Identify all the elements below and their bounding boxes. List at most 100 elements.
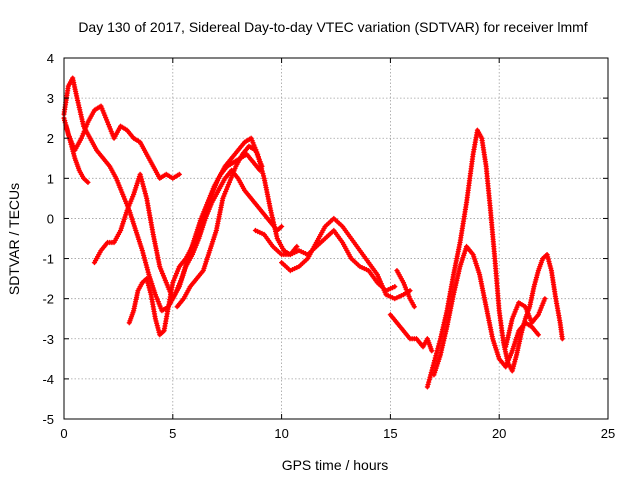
data-point-marker — [434, 348, 440, 354]
y-tick-label: -3 — [42, 332, 54, 347]
y-tick-label: 4 — [47, 51, 54, 66]
data-point-marker — [159, 268, 165, 274]
data-point-marker — [435, 345, 441, 352]
data-point-marker — [273, 231, 279, 237]
data-point-marker — [272, 226, 278, 232]
data-point-marker — [121, 194, 127, 200]
data-point-marker — [70, 148, 76, 155]
data-point-marker — [542, 296, 548, 302]
data-point-marker — [142, 190, 148, 197]
data-point-marker — [508, 323, 514, 329]
data-point-marker — [104, 119, 111, 125]
data-point-marker — [510, 363, 517, 369]
data-point-marker — [141, 186, 147, 192]
data-point-marker — [439, 345, 445, 351]
data-point-marker — [84, 121, 90, 128]
data-point-marker — [145, 280, 151, 286]
data-point-marker — [511, 361, 517, 367]
series-satellite-track-j — [394, 267, 417, 310]
data-point-marker — [160, 273, 167, 279]
data-point-marker — [532, 281, 538, 287]
x-tick-label: 25 — [601, 426, 615, 441]
data-point-marker — [270, 219, 277, 225]
data-point-marker — [546, 261, 553, 267]
data-point-marker — [154, 296, 160, 302]
data-point-marker — [535, 332, 541, 338]
data-point-marker — [142, 257, 148, 263]
data-point-marker — [536, 309, 542, 316]
data-point-marker — [402, 284, 408, 290]
data-point-marker — [67, 137, 73, 143]
data-point-marker — [143, 193, 149, 199]
data-point-marker — [147, 289, 154, 295]
data-point-marker — [170, 280, 176, 286]
data-point-marker — [78, 135, 85, 141]
data-point-marker — [79, 118, 86, 125]
data-point-marker — [279, 223, 285, 230]
data-point-marker — [146, 285, 152, 291]
data-point-marker — [525, 310, 531, 317]
data-point-marker — [124, 207, 130, 214]
data-point-marker — [66, 132, 72, 138]
data-point-marker — [401, 282, 407, 288]
series-satellite-track-m — [503, 296, 548, 350]
data-point-marker — [78, 114, 85, 120]
data-point-marker — [125, 205, 131, 211]
data-point-marker — [438, 349, 444, 356]
data-point-marker — [103, 117, 110, 123]
data-point-marker — [222, 191, 228, 197]
data-point-marker — [147, 287, 153, 293]
data-point-marker — [172, 273, 179, 279]
data-point-marker — [227, 177, 233, 183]
data-point-marker — [406, 293, 412, 299]
data-point-marker — [431, 357, 438, 364]
data-point-marker — [507, 325, 513, 331]
data-point-marker — [257, 159, 263, 165]
data-point-marker — [392, 284, 398, 290]
data-point-marker — [506, 327, 513, 334]
data-point-marker — [533, 274, 540, 281]
data-point-marker — [174, 268, 181, 274]
y-tick-label: 2 — [47, 131, 54, 146]
data-point-marker — [440, 342, 446, 349]
data-point-marker — [442, 333, 448, 339]
data-point-marker — [161, 275, 168, 281]
data-point-marker — [269, 214, 275, 221]
x-tick-label: 10 — [274, 426, 288, 441]
data-point-marker — [429, 348, 435, 354]
data-point-marker — [162, 277, 168, 283]
data-point-marker — [512, 356, 518, 363]
data-point-marker — [130, 194, 136, 200]
data-point-marker — [75, 100, 81, 106]
data-point-marker — [176, 171, 182, 177]
data-point-marker — [119, 189, 125, 195]
data-point-marker — [164, 282, 170, 288]
data-point-marker — [268, 210, 274, 216]
data-point-marker — [76, 102, 82, 108]
data-point-marker — [122, 196, 128, 202]
data-point-marker — [223, 188, 229, 195]
data-point-marker — [153, 318, 159, 324]
data-point-marker — [274, 233, 280, 239]
data-point-marker — [438, 347, 445, 353]
data-point-marker — [511, 311, 517, 317]
data-point-marker — [435, 343, 442, 349]
data-point-marker — [505, 357, 512, 363]
data-point-marker — [548, 265, 554, 271]
data-point-marker — [81, 128, 87, 134]
data-point-marker — [400, 280, 407, 286]
data-point-marker — [451, 289, 457, 295]
x-tick-label: 20 — [492, 426, 506, 441]
data-point-marker — [454, 275, 460, 281]
data-point-marker — [503, 341, 509, 348]
data-point-marker — [155, 327, 162, 333]
data-point-marker — [74, 95, 80, 101]
data-point-marker — [450, 292, 457, 298]
data-point-marker — [256, 156, 262, 163]
data-point-marker — [528, 317, 534, 324]
data-point-marker — [65, 130, 71, 136]
data-point-marker — [71, 153, 77, 159]
data-point-marker — [113, 175, 119, 181]
data-point-marker — [452, 285, 458, 291]
data-point-marker — [99, 105, 105, 112]
